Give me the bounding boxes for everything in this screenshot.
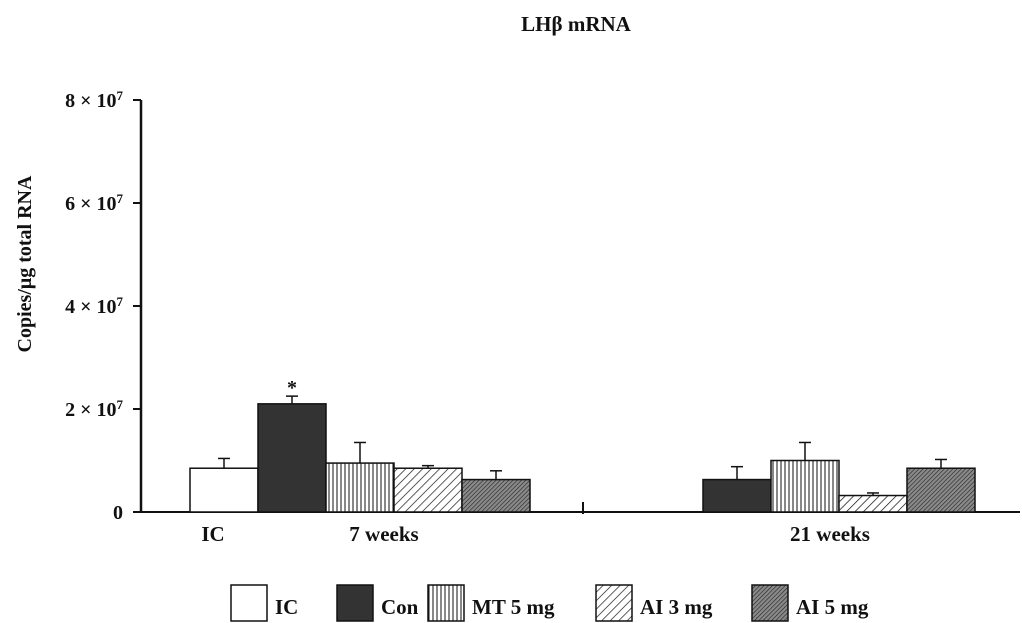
legend-swatch-ic	[230, 584, 268, 622]
legend-label-ai-3-mg: AI 3 mg	[640, 595, 713, 619]
legend-label-con: Con	[381, 595, 419, 619]
chart-title: LHβ mRNA	[521, 12, 631, 36]
x-group-label: IC	[201, 522, 224, 546]
legend-swatch-ai-3-mg	[595, 584, 633, 622]
legend-label-ic: IC	[275, 595, 298, 619]
bar-con-7-weeks	[257, 403, 327, 513]
legend-swatch-con	[336, 584, 374, 622]
y-tick-label: 2 × 107	[65, 397, 123, 422]
bar-ai-3-mg-7-weeks	[393, 467, 463, 513]
x-group-label: 7 weeks	[349, 522, 418, 546]
bar-ai-3-mg-21-weeks	[838, 494, 908, 513]
y-tick-label: 0	[113, 502, 123, 524]
x-group-label: 21 weeks	[790, 522, 870, 546]
y-axis-label: Copies/μg total RNA	[14, 175, 36, 352]
bar-con-21-weeks	[702, 478, 772, 513]
y-tick-label: 8 × 107	[65, 88, 123, 113]
legend-swatch-ai-5-mg	[751, 584, 789, 622]
significance-marker: *	[287, 377, 297, 399]
y-tick-label: 4 × 107	[65, 294, 123, 319]
plot-area: 0 2 × 107 4 × 107 6 × 107 8 × 107 IC * 7 weeks 2…	[65, 88, 1020, 546]
bar-ai-5-mg-7-weeks	[461, 478, 531, 513]
legend-swatch-mt-5-mg	[427, 584, 465, 622]
bar-ai-5-mg-21-weeks	[906, 467, 976, 513]
bar-mt-5-mg-7-weeks	[325, 462, 395, 513]
bar-mt-5-mg-21-weeks	[770, 459, 840, 513]
legend: IC Con MT 5 mg AI 3 mg AI 5 mg	[230, 584, 869, 622]
legend-label-mt-5-mg: MT 5 mg	[472, 595, 555, 619]
legend-label-ai-5-mg: AI 5 mg	[796, 595, 869, 619]
y-tick-label: 6 × 107	[65, 191, 123, 216]
bar-ic-ic	[189, 467, 259, 513]
